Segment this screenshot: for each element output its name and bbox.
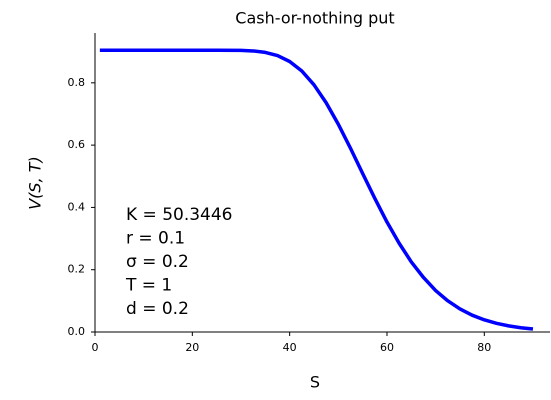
y-tick-label: 0.0: [68, 325, 86, 338]
x-tick-label: 20: [185, 341, 199, 354]
annotation: d = 0.2: [126, 299, 189, 319]
line: [99, 48, 534, 331]
y-tick-label: 0.6: [68, 138, 86, 151]
x-tick-label: 40: [283, 341, 297, 354]
y-tick-label: 0.2: [68, 263, 86, 276]
x-tick-label: 80: [477, 341, 491, 354]
x-axis-label: S: [310, 373, 320, 392]
annotation: σ = 0.2: [126, 252, 189, 272]
y-tick-label: 0.4: [68, 200, 86, 213]
chart-title: Cash-or-nothing put: [235, 9, 394, 28]
x-tick-label: 60: [380, 341, 394, 354]
x-tick-label: 0: [92, 341, 99, 354]
annotation: K = 50.3446: [126, 205, 233, 225]
y-axis-label: V(S, T): [26, 156, 45, 210]
y-tick-label: 0.8: [68, 76, 86, 89]
annotation: T = 1: [125, 276, 172, 296]
annotation: r = 0.1: [126, 229, 185, 249]
